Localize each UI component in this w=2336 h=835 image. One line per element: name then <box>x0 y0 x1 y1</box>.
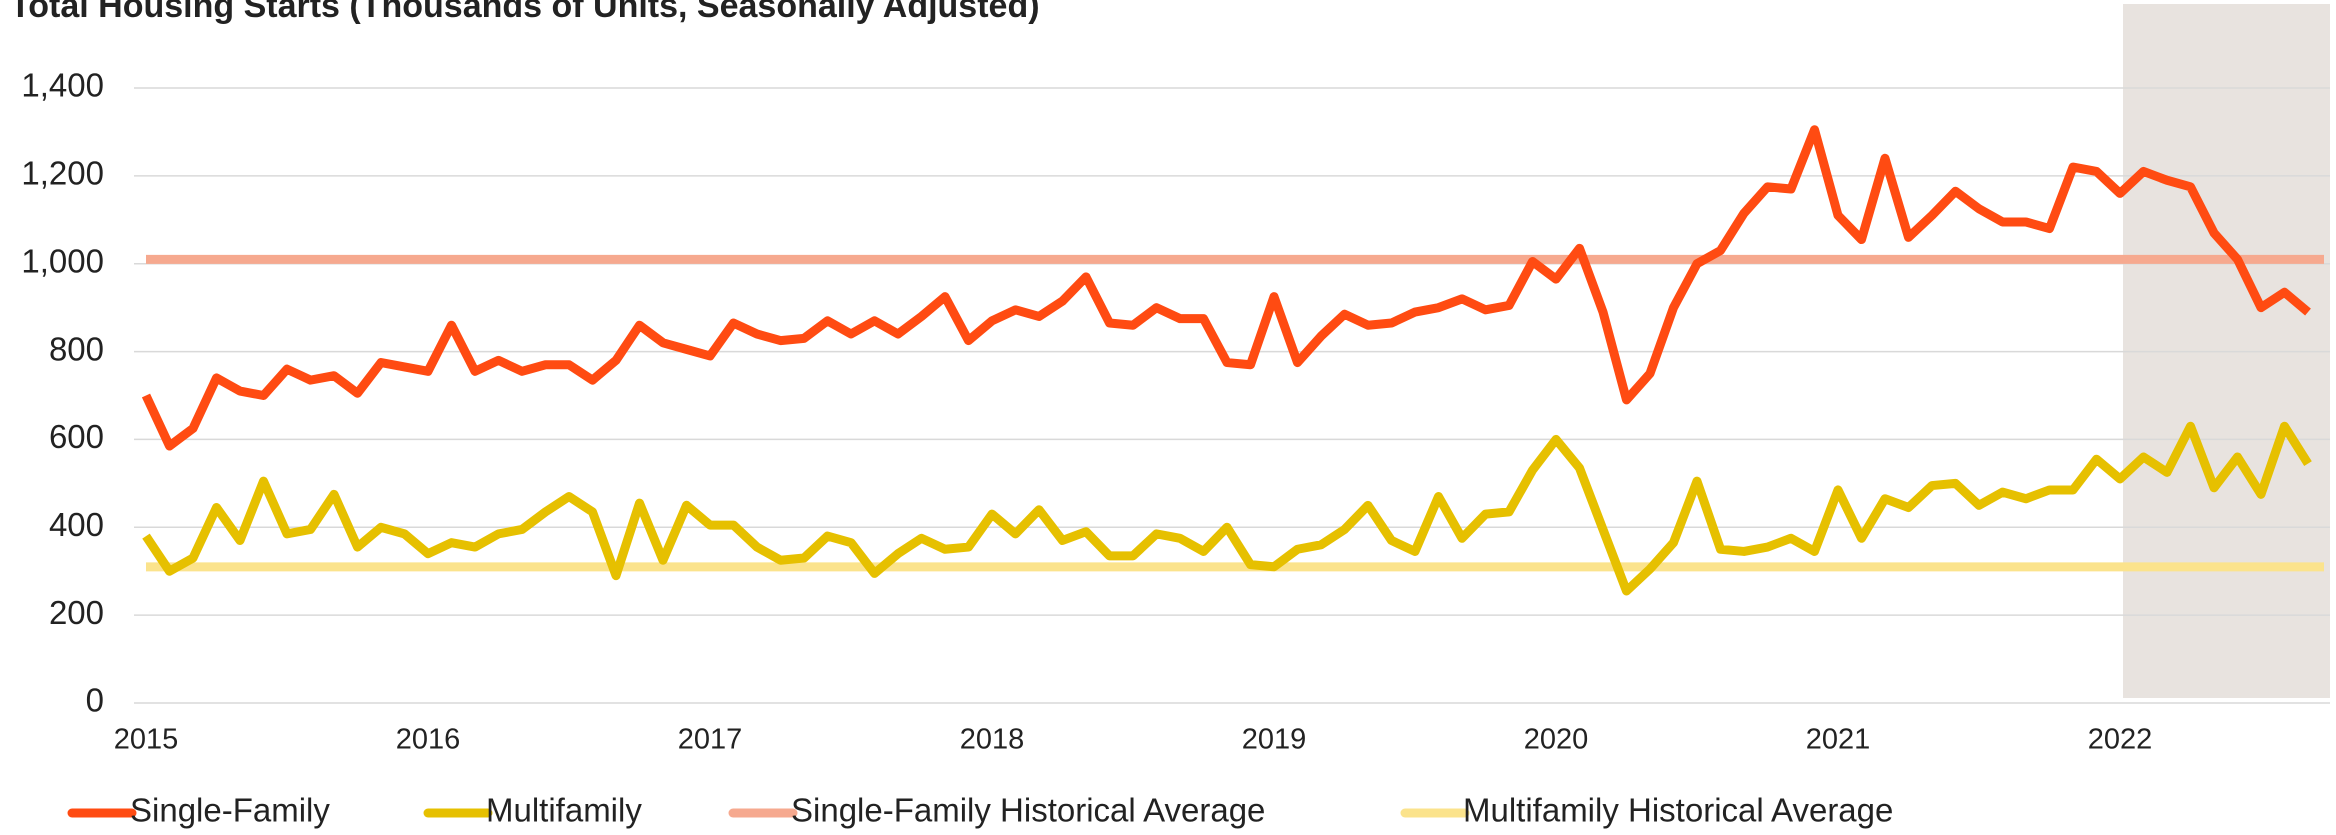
legend-label: Multifamily <box>486 792 642 829</box>
y-tick-label: 600 <box>49 418 104 455</box>
x-tick-label: 2021 <box>1806 724 1871 756</box>
y-tick-label: 200 <box>49 594 104 631</box>
y-tick-label: 800 <box>49 330 104 367</box>
y-tick-label: 1,400 <box>21 67 104 104</box>
chart-title: Total Housing Starts (Thousands of Units… <box>10 0 1040 25</box>
series-line <box>141 125 2311 451</box>
x-tick-label: 2020 <box>1524 724 1589 756</box>
x-tick-label: 2022 <box>2088 724 2153 756</box>
x-tick-label: 2016 <box>396 724 461 756</box>
x-tick-label: 2015 <box>114 724 179 756</box>
y-tick-label: 1,000 <box>21 242 104 279</box>
y-tick-label: 1,200 <box>21 155 104 192</box>
legend-label: Single-Family <box>130 792 330 829</box>
y-tick-label: 400 <box>49 506 104 543</box>
x-tick-label: 2019 <box>1242 724 1307 756</box>
series-line <box>142 421 2312 596</box>
x-tick-label: 2017 <box>678 724 743 756</box>
y-tick-label: 0 <box>86 682 104 719</box>
x-tick-label: 2018 <box>960 724 1025 756</box>
legend-label: Single-Family Historical Average <box>791 792 1265 829</box>
legend-label: Multifamily Historical Average <box>1463 792 1893 829</box>
